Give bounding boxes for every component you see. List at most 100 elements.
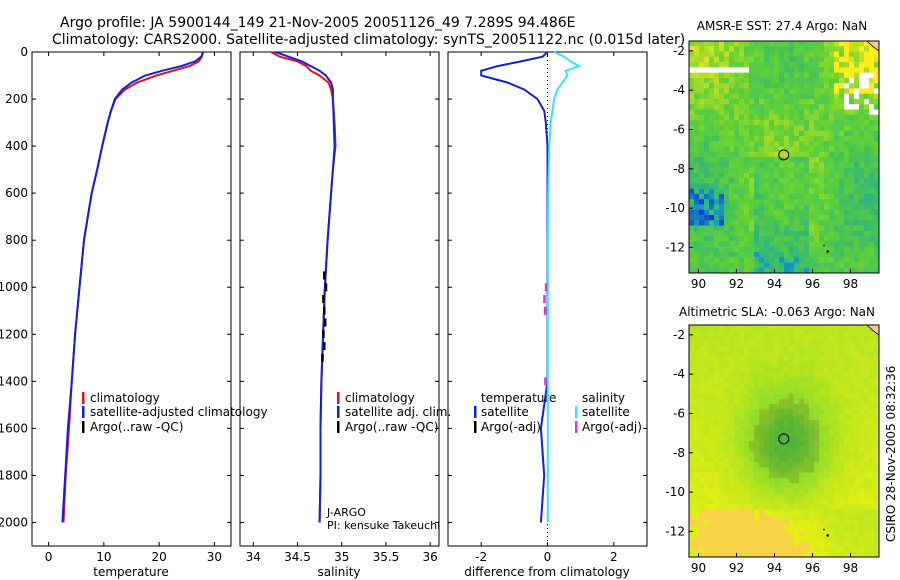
map-cell (744, 346, 750, 352)
map-cell (839, 535, 845, 542)
map-cell (729, 141, 735, 147)
map-cell (749, 377, 755, 384)
map-cell (799, 72, 805, 79)
map-cell (724, 356, 730, 363)
map-cell (834, 530, 840, 537)
map-cell (709, 504, 715, 510)
map-cell (874, 167, 880, 174)
map-cell (694, 199, 700, 205)
map-cell (714, 262, 720, 269)
map-cell (739, 178, 745, 184)
map-cell (809, 257, 815, 263)
map-cell (749, 246, 755, 253)
y-tick-label: -8 (673, 162, 685, 176)
map-cell (854, 172, 860, 179)
map-cell (829, 398, 835, 405)
map-cell (749, 204, 755, 211)
map-cell (719, 488, 725, 495)
map-cell (829, 193, 835, 200)
map-cell (754, 477, 760, 484)
map-cell (804, 251, 810, 258)
map-cell (769, 504, 775, 510)
map-cell (784, 504, 790, 510)
map-cell (814, 361, 820, 368)
map-cell (844, 372, 850, 379)
map-cell (734, 99, 740, 105)
map-cell (809, 330, 815, 336)
map-cell (779, 88, 785, 95)
map-cell (709, 520, 715, 526)
map-cell (714, 530, 720, 537)
map-cell (859, 435, 865, 442)
map-cell (774, 441, 780, 447)
map-cell (754, 251, 760, 258)
map-cell (804, 178, 810, 184)
map-cell (764, 467, 770, 473)
map-cell (764, 351, 770, 357)
map-cell (789, 419, 795, 426)
y-tick-label: 1800 (0, 468, 28, 482)
map-cell (834, 77, 840, 84)
map-cell (754, 488, 760, 495)
map-cell (869, 257, 875, 263)
map-cell (764, 530, 770, 537)
map-cell (689, 225, 695, 232)
map-cell (864, 325, 870, 331)
map-cell (854, 183, 860, 189)
map-cell (709, 361, 715, 368)
map-cell (829, 178, 835, 184)
map-cell (814, 230, 820, 237)
map-cell (694, 535, 700, 542)
map-cell (689, 377, 695, 384)
map-cell (734, 262, 740, 269)
map-cell (714, 441, 720, 447)
map-cell (764, 162, 770, 168)
map-cell (764, 209, 770, 216)
map-cell (704, 477, 710, 484)
map-cell (764, 77, 770, 84)
map-cell (824, 340, 830, 347)
map-cell (794, 77, 800, 84)
map-cell (694, 340, 700, 347)
map-cell (859, 493, 865, 500)
map-cell (714, 267, 720, 274)
map-cell (854, 504, 860, 510)
map-cell (754, 509, 760, 516)
map-cell (699, 541, 705, 547)
map-cell (749, 183, 755, 189)
map-cell (809, 220, 815, 226)
map-cell (704, 409, 710, 415)
map-cell (764, 377, 770, 384)
map-cell (709, 535, 715, 542)
map-cell (749, 130, 755, 137)
map-cell (854, 67, 860, 73)
map-cell (809, 109, 815, 116)
map-cell (759, 167, 765, 174)
map-cell (809, 488, 815, 495)
map-cell (814, 398, 820, 405)
map-cell (804, 367, 810, 373)
map-cell (804, 509, 810, 516)
map-cell (824, 104, 830, 110)
map-cell (729, 514, 735, 521)
map-cell (854, 188, 860, 195)
map-cell (859, 267, 865, 274)
map-cell (729, 467, 735, 473)
map-cell (779, 162, 785, 168)
map-cell (819, 93, 825, 100)
map-cell (734, 236, 740, 242)
map-cell (749, 241, 755, 247)
map-cell (814, 241, 820, 247)
map-cell (734, 41, 740, 47)
map-cell (709, 467, 715, 473)
map-cell (869, 340, 875, 347)
map-cell (834, 525, 840, 531)
map-cell (714, 62, 720, 68)
map-cell (864, 388, 870, 394)
map-cell (759, 535, 765, 542)
map-cell (734, 151, 740, 158)
legend-swatch-temp-satellite (474, 406, 477, 418)
map-cell (864, 377, 870, 384)
y-tick-label: -10 (665, 201, 685, 215)
map-cell (749, 141, 755, 147)
